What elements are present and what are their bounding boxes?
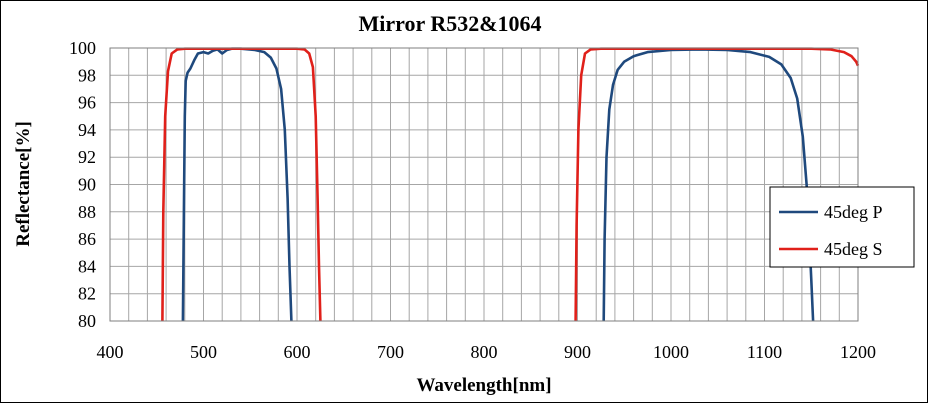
x-axis-label: Wavelength[nm]: [416, 375, 551, 396]
x-tick-label: 500: [190, 342, 217, 362]
x-tick-label: 400: [97, 342, 124, 362]
legend-box: [769, 186, 915, 268]
x-tick-label: 1000: [653, 342, 689, 362]
y-tick-label: 100: [69, 38, 96, 58]
y-tick-label: 90: [78, 175, 96, 195]
x-tick-label: 800: [471, 342, 498, 362]
y-tick-labels: 80 82 84 86 88 90 92 94 96 98 100: [69, 38, 96, 331]
x-tick-label: 700: [377, 342, 404, 362]
legend: 45deg P 45deg S: [769, 186, 915, 268]
x-tick-labels: 400 500 600 700 800 900 1000 1100 1200: [97, 342, 877, 362]
series-line-45deg-s: [161, 47, 322, 322]
chart-title: Mirror R532&1064: [358, 11, 541, 36]
series-line-45deg-p: [181, 47, 293, 322]
y-tick-label: 80: [78, 311, 96, 331]
y-tick-label: 98: [78, 65, 96, 85]
y-tick-label: 96: [78, 93, 96, 113]
y-tick-label: 82: [78, 284, 96, 304]
x-tick-label: 600: [284, 342, 311, 362]
x-tick-label: 1200: [840, 342, 876, 362]
y-axis-label: Reflectance[%]: [13, 121, 34, 247]
legend-label: 45deg S: [824, 239, 883, 259]
x-tick-label: 900: [564, 342, 591, 362]
x-tick-label: 1100: [747, 342, 782, 362]
series-layer: [161, 47, 860, 322]
y-tick-label: 92: [78, 147, 96, 167]
y-tick-label: 88: [78, 202, 96, 222]
legend-label: 45deg P: [824, 202, 883, 222]
grid: [110, 48, 858, 321]
y-tick-label: 86: [78, 229, 96, 249]
y-tick-label: 94: [78, 120, 96, 140]
series-line-45deg-s: [574, 47, 860, 322]
plot-border: [109, 47, 859, 322]
y-tick-label: 84: [78, 256, 96, 276]
